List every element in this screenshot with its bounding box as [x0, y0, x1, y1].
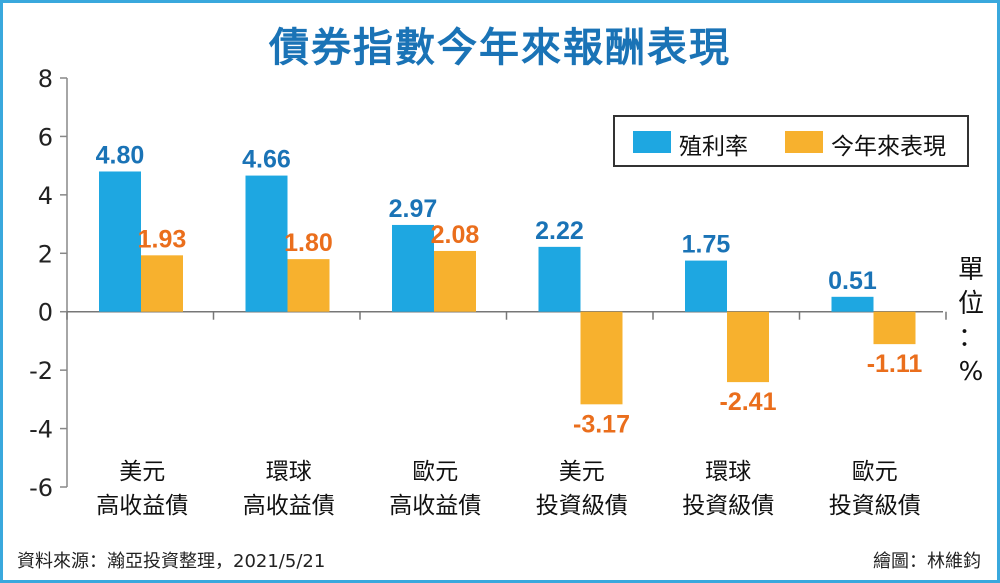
bar-chart: 8 6 4 2 0 -2 -4 -6 4.80 4.66 2.97 2.22 1.75 0.51 1.93…: [29, 65, 947, 519]
value-label-yield: 4.66: [242, 146, 291, 174]
bar-yield: [392, 224, 434, 312]
category-label: 歐元: [852, 459, 898, 485]
category-label: 高收益債: [243, 493, 335, 519]
y-tick-label: 6: [38, 123, 53, 151]
value-label-yield: 2.22: [535, 217, 584, 245]
y-tick-label: -2: [29, 357, 53, 385]
bar-ytd: [727, 311, 769, 383]
bar-yield: [538, 246, 581, 312]
category-label: 高收益債: [389, 493, 481, 519]
chart-title: 債券指數今年來報酬表現: [269, 25, 731, 71]
bar-yield: [685, 260, 727, 312]
bar-ytd: [287, 259, 330, 312]
y-tick-label: -4: [29, 416, 53, 444]
bar-yield: [245, 175, 288, 312]
unit-label: 單 位 ： %: [951, 253, 991, 389]
value-label-ytd: -3.17: [573, 410, 630, 438]
legend: 殖利率 今年來表現: [613, 115, 969, 167]
value-label-yield: 0.51: [828, 267, 877, 295]
y-tick-label: 8: [38, 65, 53, 93]
category-label: 投資級債: [682, 493, 774, 519]
y-axis: 8 6 4 2 0 -2 -4 -6: [29, 65, 947, 502]
value-label-ytd: 1.93: [138, 225, 187, 253]
unit-char: ：: [957, 323, 984, 353]
unit-char: 位: [957, 289, 984, 319]
bar-ytd: [873, 311, 916, 345]
category-label: 美元: [559, 459, 605, 485]
unit-char: %: [958, 357, 984, 387]
bar-ytd: [141, 255, 183, 312]
category-label: 歐元: [412, 459, 458, 485]
value-label-ytd: 1.80: [284, 229, 333, 257]
category-label: 高收益債: [96, 493, 188, 519]
legend-swatch-ytd: [785, 131, 823, 153]
bar-ytd: [434, 250, 476, 312]
unit-char: 單: [957, 255, 984, 285]
y-tick-label: 0: [38, 299, 53, 327]
value-label-ytd: 2.08: [431, 221, 480, 249]
y-tick-label: -6: [29, 474, 53, 502]
credit-note: 繪圖：林維鈞: [873, 551, 981, 572]
category-label: 環球: [705, 459, 751, 485]
bar-ytd: [580, 311, 623, 405]
legend-swatch-yield: [633, 131, 671, 153]
value-label-yield: 2.97: [389, 195, 438, 223]
value-label-yield: 4.80: [96, 141, 145, 169]
bar-yield: [831, 296, 874, 312]
bars: [99, 171, 916, 405]
value-label-ytd: -2.41: [720, 388, 777, 416]
value-label-yield: 1.75: [682, 231, 731, 259]
source-note: 資料來源：瀚亞投資整理，2021/5/21: [17, 551, 326, 572]
value-labels: 4.80 4.66 2.97 2.22 1.75 0.51 1.93 1.80 2.08 -3.1…: [96, 141, 923, 438]
y-tick-label: 2: [38, 240, 53, 268]
category-label: 環球: [266, 459, 312, 485]
category-label: 投資級債: [536, 493, 628, 519]
y-tick-label: 4: [38, 182, 53, 210]
legend-label-yield: 殖利率: [679, 134, 748, 160]
category-label: 美元: [119, 459, 165, 485]
bar-yield: [99, 171, 141, 312]
legend-label-ytd: 今年來表現: [831, 134, 946, 160]
value-label-ytd: -1.11: [867, 350, 923, 378]
category-label: 投資級債: [829, 493, 921, 519]
